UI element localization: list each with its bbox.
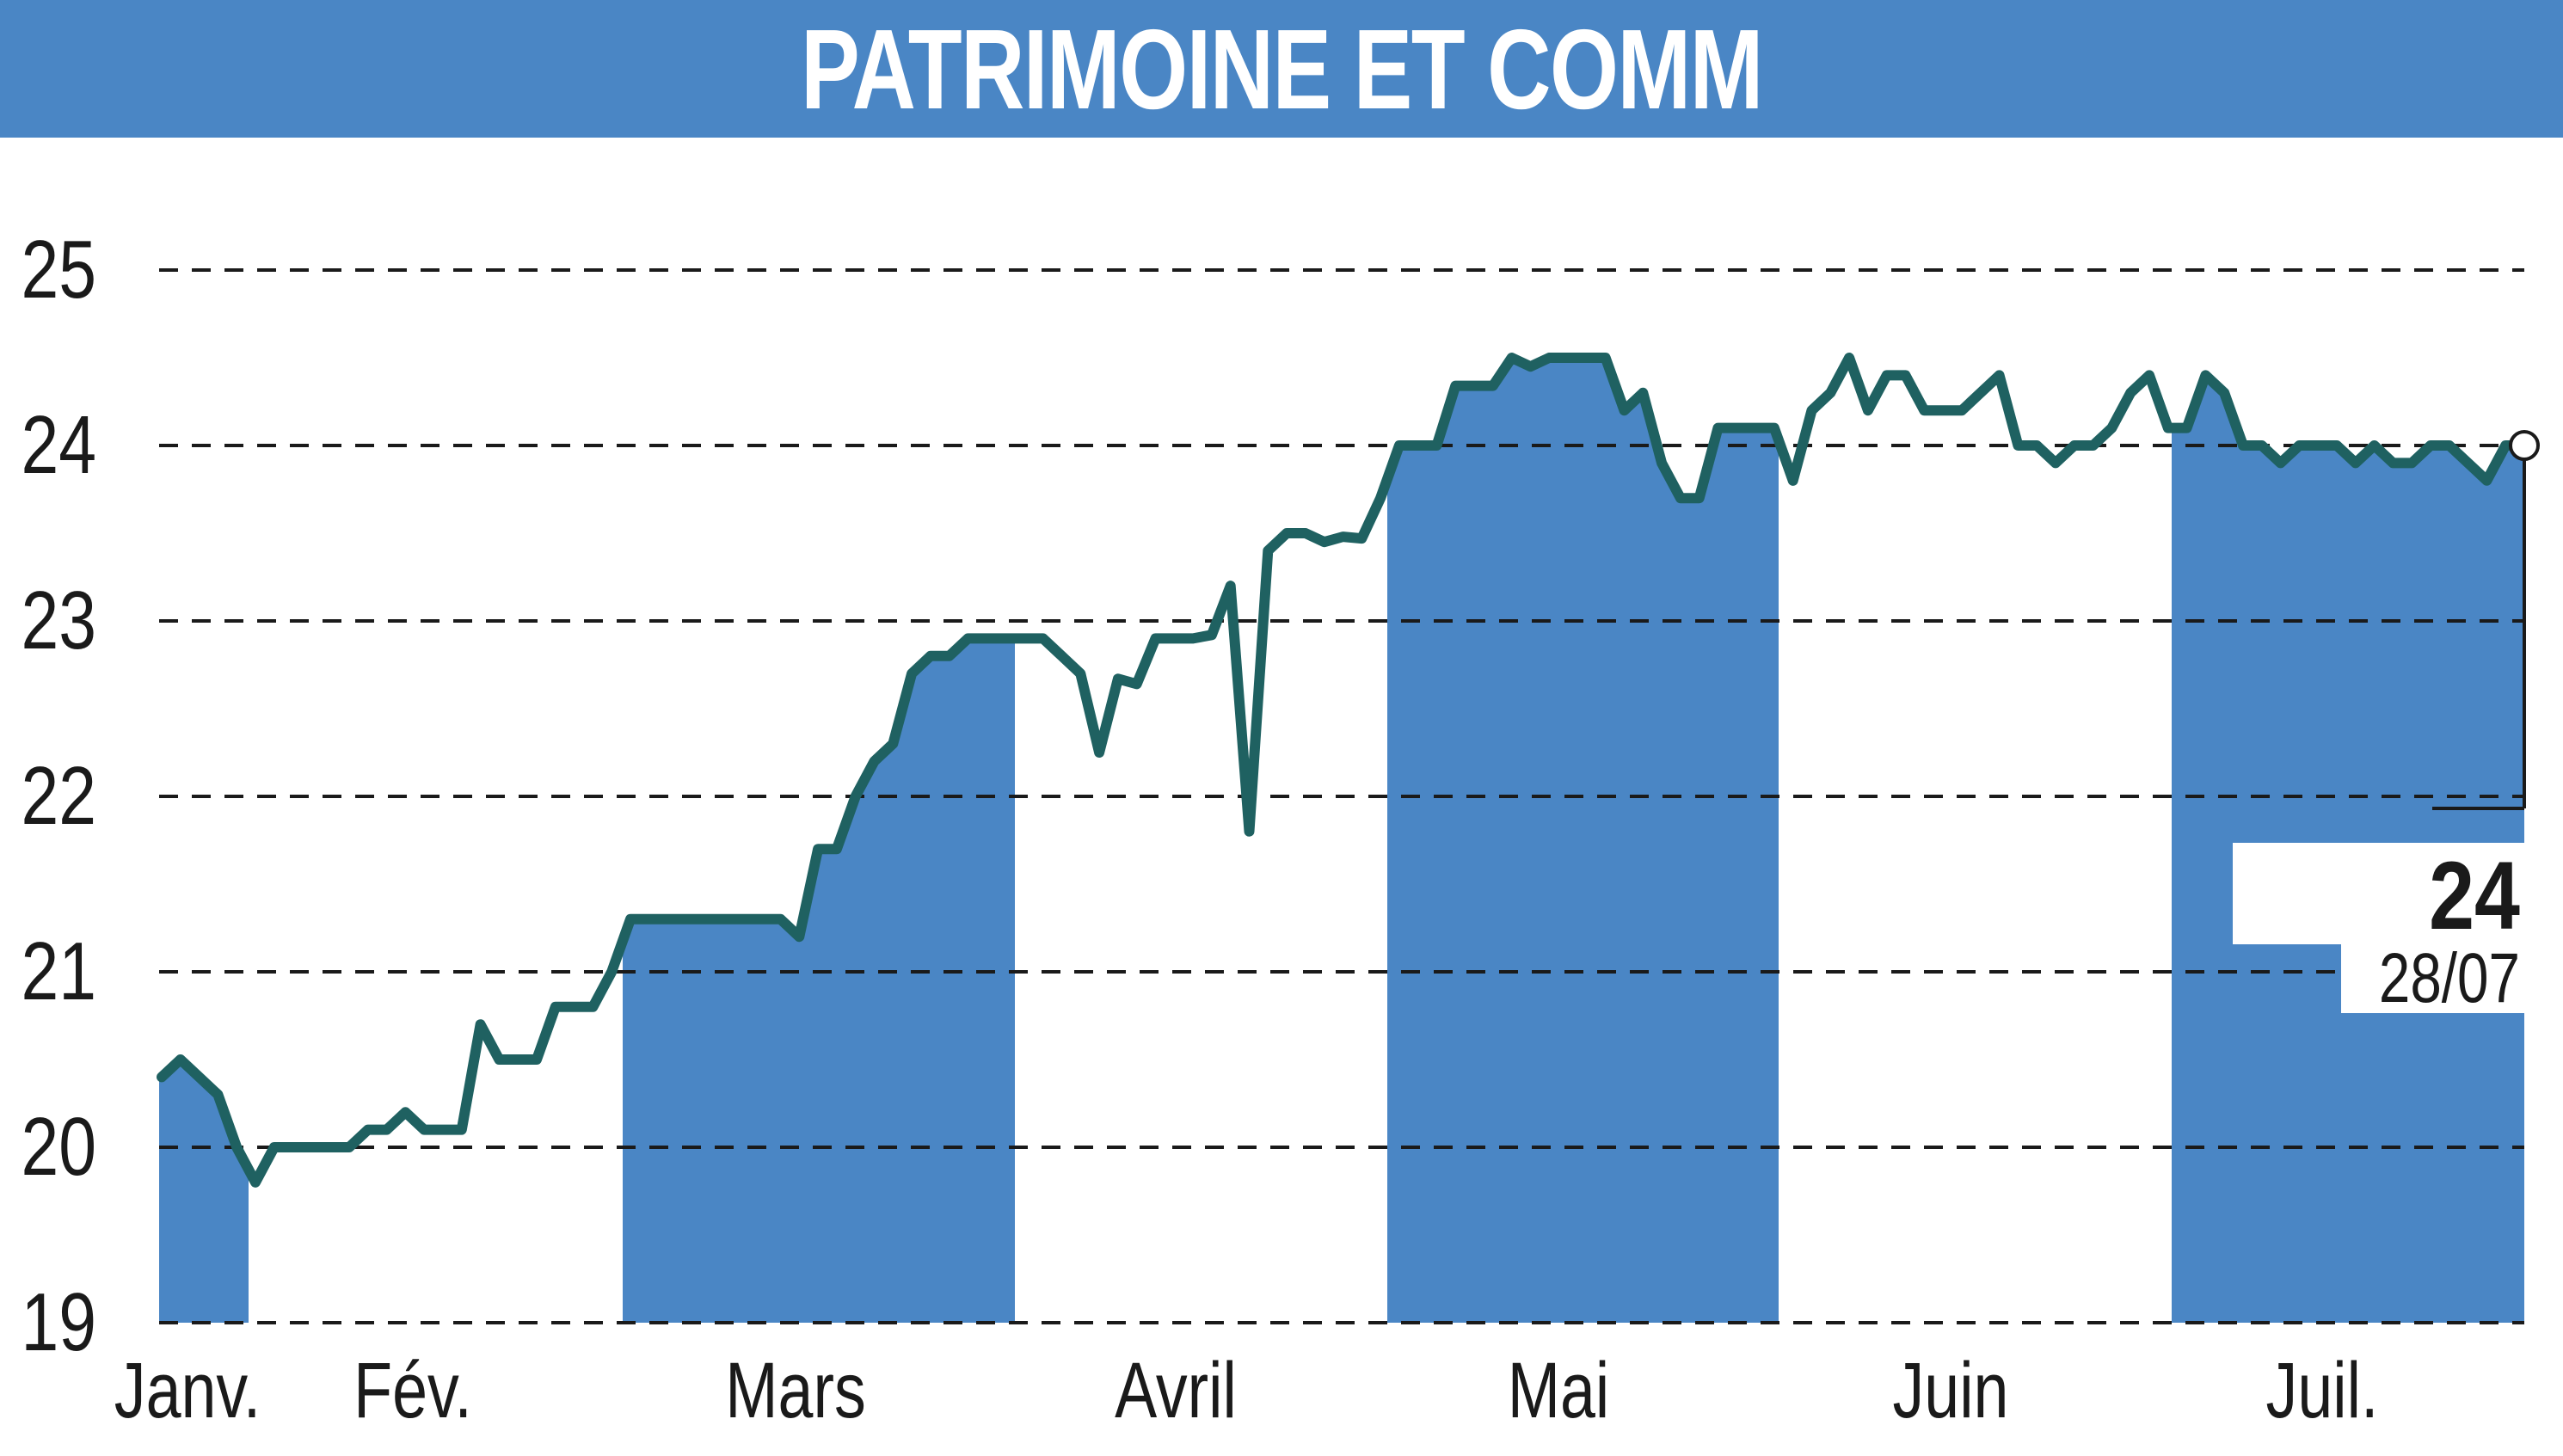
month-label: Fév. bbox=[353, 1346, 472, 1434]
shaded-month-4 bbox=[1387, 358, 1779, 1323]
last-value-label: 24 bbox=[2429, 843, 2520, 950]
last-point-marker bbox=[2509, 430, 2540, 461]
title-bar bbox=[0, 0, 2563, 138]
gridlines bbox=[159, 268, 2524, 1324]
y-tick-label: 21 bbox=[21, 925, 96, 1017]
month-shading bbox=[159, 358, 2524, 1323]
month-label: Janv. bbox=[114, 1346, 261, 1434]
x-axis-labels: Janv. Fév. Mars Avril Mai Juin Juil. bbox=[114, 1346, 2379, 1434]
last-date-box bbox=[2341, 944, 2529, 1013]
month-label: Mars bbox=[725, 1346, 866, 1434]
month-label: Avril bbox=[1115, 1346, 1237, 1434]
month-label: Juin bbox=[1892, 1346, 2008, 1434]
shaded-month-0 bbox=[159, 1060, 249, 1323]
price-series-line bbox=[157, 353, 2529, 1188]
y-tick-label: 20 bbox=[21, 1101, 96, 1193]
shaded-month-2 bbox=[623, 638, 1015, 1323]
y-axis-labels: 19 20 21 22 23 24 25 bbox=[21, 224, 96, 1368]
y-tick-label: 25 bbox=[21, 224, 96, 316]
month-label: Mai bbox=[1508, 1346, 1610, 1434]
last-value-box bbox=[2233, 843, 2529, 944]
month-label: Juil. bbox=[2266, 1346, 2379, 1434]
chart-title: PATRIMOINE ET COMM bbox=[801, 5, 1763, 132]
last-date-label: 28/07 bbox=[2379, 938, 2520, 1017]
y-tick-label: 24 bbox=[21, 399, 96, 491]
price-line bbox=[157, 353, 2529, 1188]
y-tick-label: 19 bbox=[21, 1276, 96, 1368]
y-tick-label: 23 bbox=[21, 574, 96, 667]
y-tick-label: 22 bbox=[21, 750, 96, 842]
